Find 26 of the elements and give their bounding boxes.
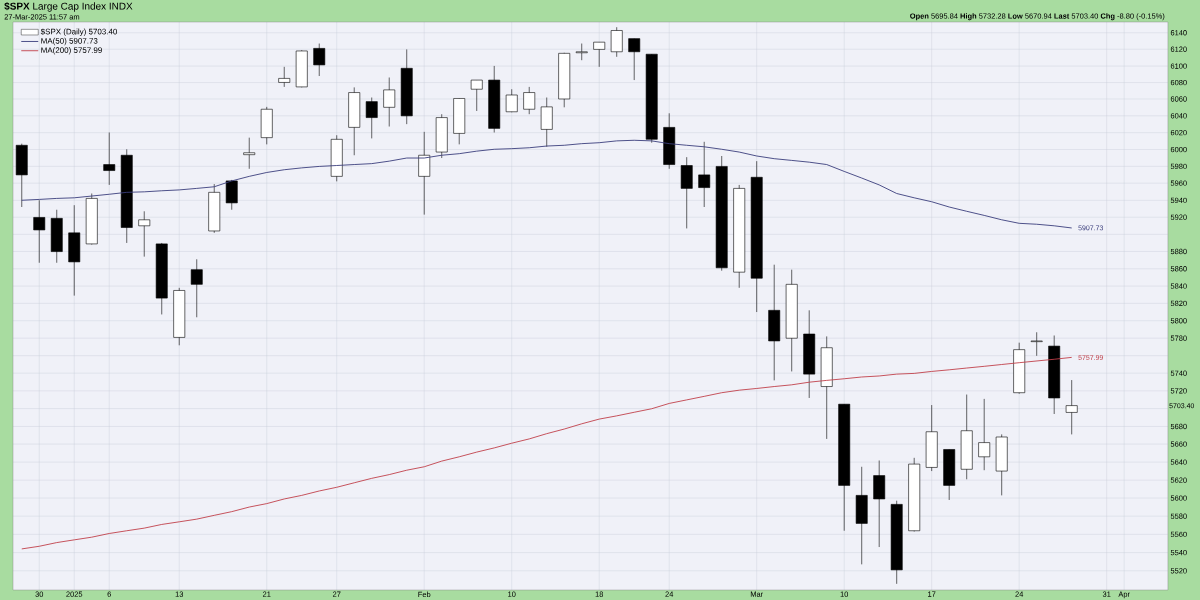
candlestick <box>418 131 431 215</box>
candlestick <box>593 41 606 68</box>
candlestick <box>103 132 116 186</box>
candlestick <box>278 66 291 88</box>
candlestick <box>365 97 378 139</box>
candlestick <box>610 26 623 58</box>
chart-title: $SPX Large Cap Index INDX <box>4 2 133 12</box>
candlestick <box>243 137 256 170</box>
candlestick <box>680 156 693 229</box>
candlestick <box>313 43 326 77</box>
candlestick <box>873 460 886 548</box>
candlestick <box>225 179 238 211</box>
candlestick <box>698 141 711 208</box>
candlestick <box>33 199 46 264</box>
candlestick <box>628 38 641 81</box>
candlestick <box>383 77 396 127</box>
candlestick <box>978 398 991 471</box>
candlestick <box>523 86 536 115</box>
candlestick <box>1065 379 1078 435</box>
candlestick <box>138 210 151 257</box>
candlestick <box>470 79 483 112</box>
line-series <box>21 139 1073 229</box>
candlestick <box>1030 331 1043 357</box>
candlestick <box>540 97 553 148</box>
candlestick <box>190 258 203 318</box>
candlestick <box>575 43 588 61</box>
